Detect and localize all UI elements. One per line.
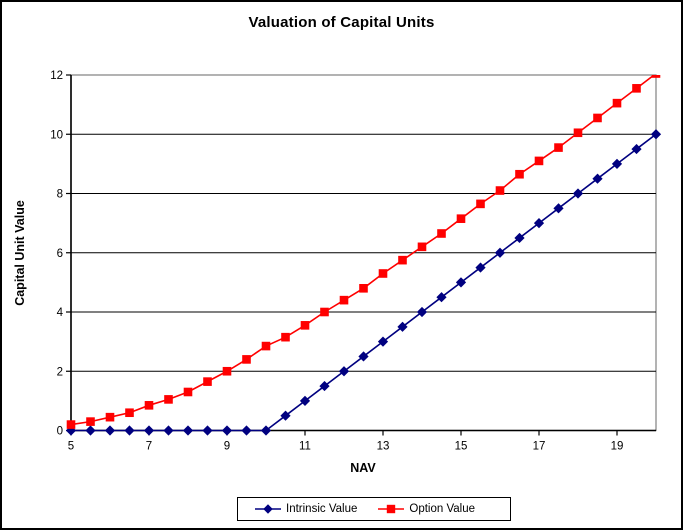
legend-item-option-value: Option Value — [377, 503, 475, 515]
marker-intrinsic-value — [241, 425, 252, 436]
marker-intrinsic-value — [65, 425, 77, 436]
marker-option-value — [417, 242, 427, 252]
marker-intrinsic-value — [358, 351, 369, 362]
marker-intrinsic-value — [377, 336, 389, 347]
legend-box: Intrinsic Value Option Value — [237, 497, 511, 521]
marker-option-value — [437, 229, 446, 238]
marker-option-value — [261, 341, 271, 351]
marker-option-value — [554, 143, 563, 152]
marker-option-value — [144, 401, 154, 410]
marker-option-value — [534, 156, 544, 166]
legend-label: Option Value — [409, 503, 476, 515]
marker-intrinsic-value — [85, 425, 96, 436]
marker-intrinsic-value — [553, 203, 564, 214]
marker-option-value — [378, 269, 388, 278]
y-tick-label: 10 — [50, 129, 63, 141]
x-tick-label: 11 — [299, 441, 311, 453]
marker-option-value — [632, 84, 641, 93]
marker-option-value — [612, 98, 622, 108]
marker-option-value — [203, 377, 212, 386]
marker-option-value — [495, 186, 505, 195]
marker-intrinsic-value — [455, 277, 467, 288]
marker-intrinsic-value — [202, 425, 213, 436]
marker-intrinsic-value — [104, 425, 116, 436]
marker-option-value — [320, 307, 329, 317]
marker-intrinsic-value — [611, 158, 623, 169]
x-tick-label: 5 — [68, 441, 74, 453]
marker-intrinsic-value — [397, 321, 408, 332]
legend-sample-square — [387, 504, 396, 514]
marker-option-value — [105, 412, 115, 422]
y-tick-label: 2 — [57, 366, 63, 378]
y-tick-label: 12 — [50, 70, 63, 82]
marker-option-value — [476, 199, 485, 209]
marker-intrinsic-value — [280, 410, 291, 421]
marker-option-value — [300, 321, 310, 330]
x-tick-label: 19 — [611, 441, 624, 453]
marker-option-value — [164, 395, 173, 404]
marker-intrinsic-value — [260, 425, 272, 436]
marker-intrinsic-value — [475, 262, 486, 273]
legend-marker-option-icon — [378, 504, 405, 514]
y-tick-label: 4 — [57, 307, 64, 319]
marker-intrinsic-value — [650, 129, 662, 140]
chart-title: Valuation of Capital Units — [248, 14, 435, 31]
x-tick-label: 15 — [455, 441, 468, 453]
legend-label: Intrinsic Value — [286, 503, 358, 515]
marker-intrinsic-value — [319, 380, 330, 392]
series-intrinsic-value — [65, 129, 662, 436]
y-tick-label: 8 — [57, 189, 63, 201]
marker-intrinsic-value — [163, 425, 174, 436]
marker-intrinsic-value — [338, 366, 350, 377]
marker-option-value — [339, 295, 349, 305]
x-axis-title: NAV — [350, 461, 376, 475]
marker-intrinsic-value — [124, 425, 135, 436]
marker-option-value — [359, 284, 368, 293]
marker-option-value — [456, 214, 466, 223]
legend-item-intrinsic-value: Intrinsic Value — [254, 503, 357, 515]
marker-intrinsic-value — [143, 425, 155, 436]
marker-intrinsic-value — [416, 306, 428, 318]
y-tick-label: 6 — [57, 248, 63, 260]
marker-intrinsic-value — [436, 292, 447, 303]
marker-intrinsic-value — [533, 218, 545, 229]
marker-option-value — [651, 75, 661, 78]
marker-option-value — [573, 128, 583, 138]
marker-option-value — [242, 355, 251, 364]
x-tick-label: 17 — [533, 441, 546, 453]
legend-marker-intrinsic-icon — [255, 504, 281, 514]
marker-intrinsic-value — [631, 143, 642, 155]
marker-option-value — [183, 387, 193, 397]
series-option-value — [66, 75, 661, 429]
marker-intrinsic-value — [221, 425, 233, 436]
marker-option-value — [398, 255, 407, 265]
marker-intrinsic-value — [514, 232, 525, 244]
marker-intrinsic-value — [592, 173, 603, 184]
marker-intrinsic-value — [182, 425, 194, 436]
marker-intrinsic-value — [299, 395, 311, 406]
marker-option-value — [66, 420, 76, 429]
marker-option-value — [281, 332, 290, 342]
marker-option-value — [222, 366, 232, 376]
y-tick-label: 0 — [57, 426, 63, 438]
x-tick-label: 13 — [377, 441, 390, 453]
marker-option-value — [125, 408, 134, 418]
x-tick-label: 9 — [224, 441, 230, 453]
marker-option-value — [86, 417, 95, 426]
marker-intrinsic-value — [572, 188, 584, 199]
marker-option-value — [593, 113, 602, 123]
y-axis-title: Capital Unit Value — [13, 200, 27, 306]
marker-option-value — [515, 169, 524, 179]
marker-intrinsic-value — [494, 247, 506, 258]
legend-sample-diamond — [263, 504, 273, 514]
x-tick-label: 7 — [146, 441, 152, 453]
